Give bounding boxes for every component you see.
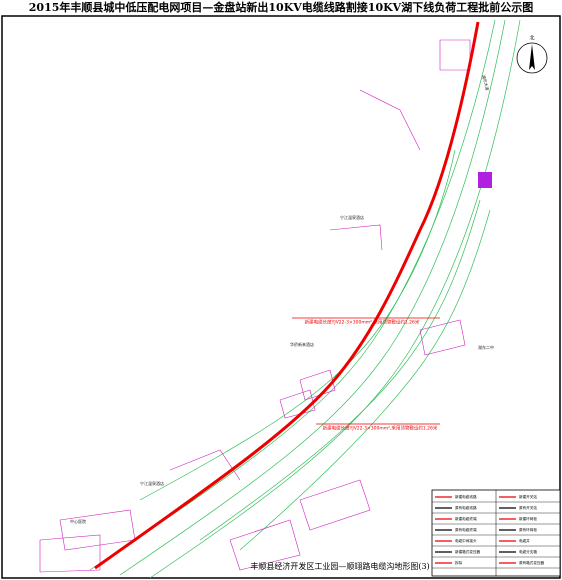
place-label: 宁江温泉酒店 (140, 480, 164, 486)
legend-text: 电缆井 (519, 538, 530, 543)
legend-text: 新建电缆线路 (455, 494, 477, 499)
place-label: 宁江温泉酒店 (340, 214, 364, 220)
legend-text: 电缆中间接头 (455, 538, 477, 543)
legend-text: 原有电缆终端 (455, 527, 477, 532)
north-label: 北 (529, 35, 534, 42)
place-label: 湖东二中 (478, 344, 494, 350)
legend-text: 原有开关站 (519, 505, 537, 510)
legend-text: 新建电缆终端 (455, 516, 477, 521)
substation (478, 172, 492, 188)
place-label: 湖东大道 (481, 74, 491, 91)
legend-text: 新建环网柜 (519, 516, 537, 521)
legend-text: 电缆分支箱 (519, 549, 537, 554)
place-label: 中心医院 (70, 518, 86, 524)
road-lines (89, 19, 521, 579)
legend-text: 原有箱式变压器 (519, 560, 545, 565)
title: 2015年丰顺县城中低压配电网项目—金盘站新出10KV电缆线路割接10KV湖下线… (29, 0, 533, 14)
annotation: 新建电缆长度YJV22-3×300mm²,采用顶管敷设约1.26米 (305, 319, 420, 326)
legend-text: 新建箱式变压器 (455, 549, 481, 554)
legend-text: 原有电缆线路 (455, 505, 477, 510)
footer-caption: 丰顺县经济开发区工业园—顺翊路电缆沟地形图(3) (250, 561, 429, 571)
legend-text: 新建开关站 (519, 494, 537, 499)
legend-text: 原有环网柜 (519, 527, 537, 532)
frame (1, 15, 561, 579)
legend-text: 拆除 (455, 560, 463, 565)
place-label: 华侨新来酒店 (290, 341, 314, 347)
legend: 新建电缆线路 新建开关站原有电缆线路 原有开关站新建电缆终端 新建环网柜原有电缆终端原… (431, 489, 561, 577)
cable-route (94, 21, 480, 570)
annotation: 新建电缆长度YJV22-3×300mm²,采用顶管敷设约1.26米 (323, 425, 438, 432)
north-arrow: 北 (516, 35, 548, 74)
